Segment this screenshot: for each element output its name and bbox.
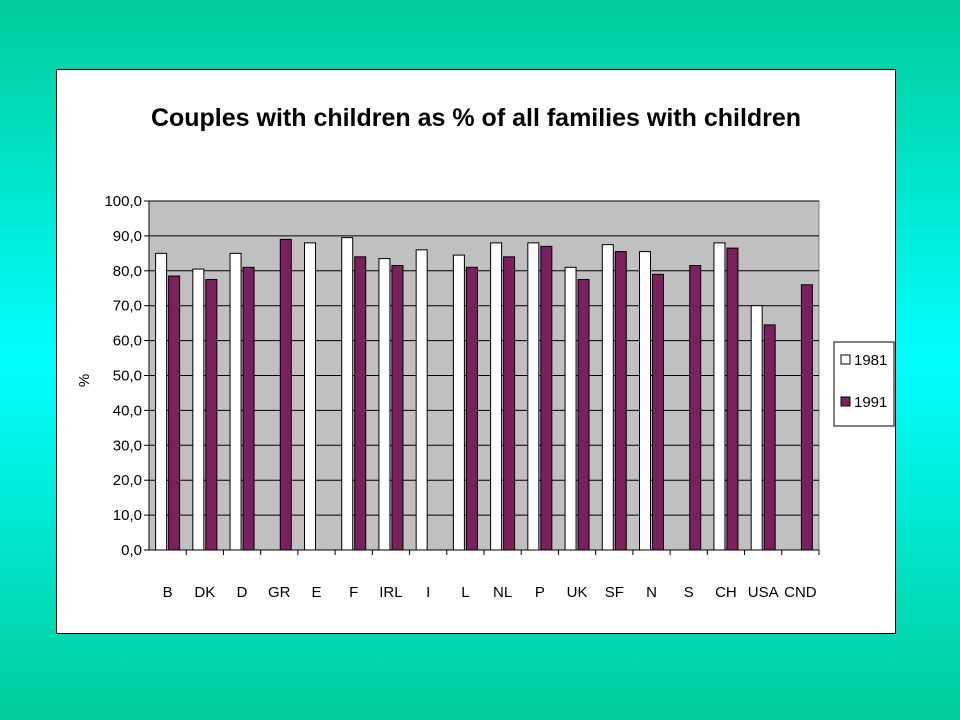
x-tick-label: P (535, 584, 545, 601)
bar-1981-F (341, 237, 354, 551)
bar-1981-E (304, 242, 316, 551)
x-tick-label: UK (567, 584, 588, 601)
bar-1981-P (527, 242, 540, 551)
bar-1991-CND (800, 284, 813, 551)
x-tick-label: E (311, 584, 321, 601)
y-tick-label: 30,0 (113, 437, 142, 454)
bar-1981-N (639, 251, 651, 551)
x-tick-label: DK (194, 584, 215, 601)
x-tick-label: NL (493, 584, 512, 601)
x-axis: B DK D GR E F IRL I L NL P UK SF N S CH USA CND (149, 549, 820, 601)
y-axis: 0,0 10,0 20,0 30,0 40,0 50,0 60,0 70,0 80,0 90,0 1… (104, 193, 150, 559)
bar-1981-D (229, 252, 242, 551)
legend-label-1981: 1981 (854, 352, 887, 369)
x-tick-label: CND (784, 584, 817, 601)
x-tick-label: GR (268, 584, 291, 601)
bar-1981-I (415, 249, 428, 551)
y-tick-label: 90,0 (113, 228, 142, 245)
y-tick-label: 70,0 (113, 298, 142, 315)
bar-chart: Couples with children as % of all famili… (76, 104, 895, 601)
x-tick-label: IRL (379, 584, 402, 601)
bar-1991-IRL (391, 265, 404, 551)
legend: 1981 1991 (833, 341, 895, 427)
x-tick-label: SF (605, 584, 624, 601)
y-tick-label: 40,0 (113, 402, 142, 419)
y-tick-label: 50,0 (113, 368, 142, 385)
bar-1991-F (354, 256, 367, 551)
bar-1991-L (465, 266, 478, 551)
x-tick-label: F (349, 584, 358, 601)
bar-1981-DK (192, 268, 205, 551)
x-tick-label: I (426, 584, 430, 601)
y-tick-label: 0,0 (121, 542, 142, 559)
y-tick-label: 10,0 (113, 507, 142, 524)
chart-title: Couples with children as % of all famili… (151, 104, 801, 132)
y-tick-label: 80,0 (113, 263, 142, 280)
chart-frame: Couples with children as % of all famili… (56, 69, 896, 634)
x-tick-label: CH (715, 584, 737, 601)
bar-1991-D (242, 266, 255, 551)
plot-area (148, 200, 820, 551)
bar-1981-B (155, 252, 168, 551)
bar-1991-USA (763, 324, 776, 551)
legend-swatch-1981 (840, 354, 851, 365)
y-tick-label: 100,0 (104, 193, 142, 210)
bar-1981-UK (564, 266, 577, 551)
legend-swatch-1991 (840, 396, 851, 407)
bar-1991-DK (205, 279, 218, 551)
bar-1991-B (168, 275, 181, 551)
y-tick-label: 20,0 (113, 472, 142, 489)
bar-1991-UK (577, 279, 590, 551)
bar-1991-S (689, 265, 702, 551)
bar-1991-NL (503, 256, 516, 551)
bar-1991-P (540, 245, 553, 551)
bar-1981-L (452, 254, 465, 551)
legend-label-1991: 1991 (854, 394, 887, 411)
bar-1991-GR (279, 238, 292, 551)
x-tick-label: B (163, 584, 173, 601)
x-tick-label: L (461, 584, 469, 601)
x-tick-label: D (237, 584, 248, 601)
bar-1991-SF (614, 251, 627, 551)
y-tick-label: 60,0 (113, 333, 142, 350)
x-tick-label: N (646, 584, 657, 601)
bar-1981-IRL (378, 258, 391, 551)
bar-1981-NL (490, 242, 503, 551)
bar-1981-CH (713, 242, 726, 551)
bar-1991-CH (726, 247, 739, 551)
x-tick-label: USA (748, 584, 779, 601)
bar-1981-SF (601, 244, 614, 551)
bar-1991-N (652, 273, 664, 551)
bar-1981-USA (750, 305, 763, 551)
y-axis-label: % (76, 374, 93, 387)
x-tick-label: S (684, 584, 694, 601)
